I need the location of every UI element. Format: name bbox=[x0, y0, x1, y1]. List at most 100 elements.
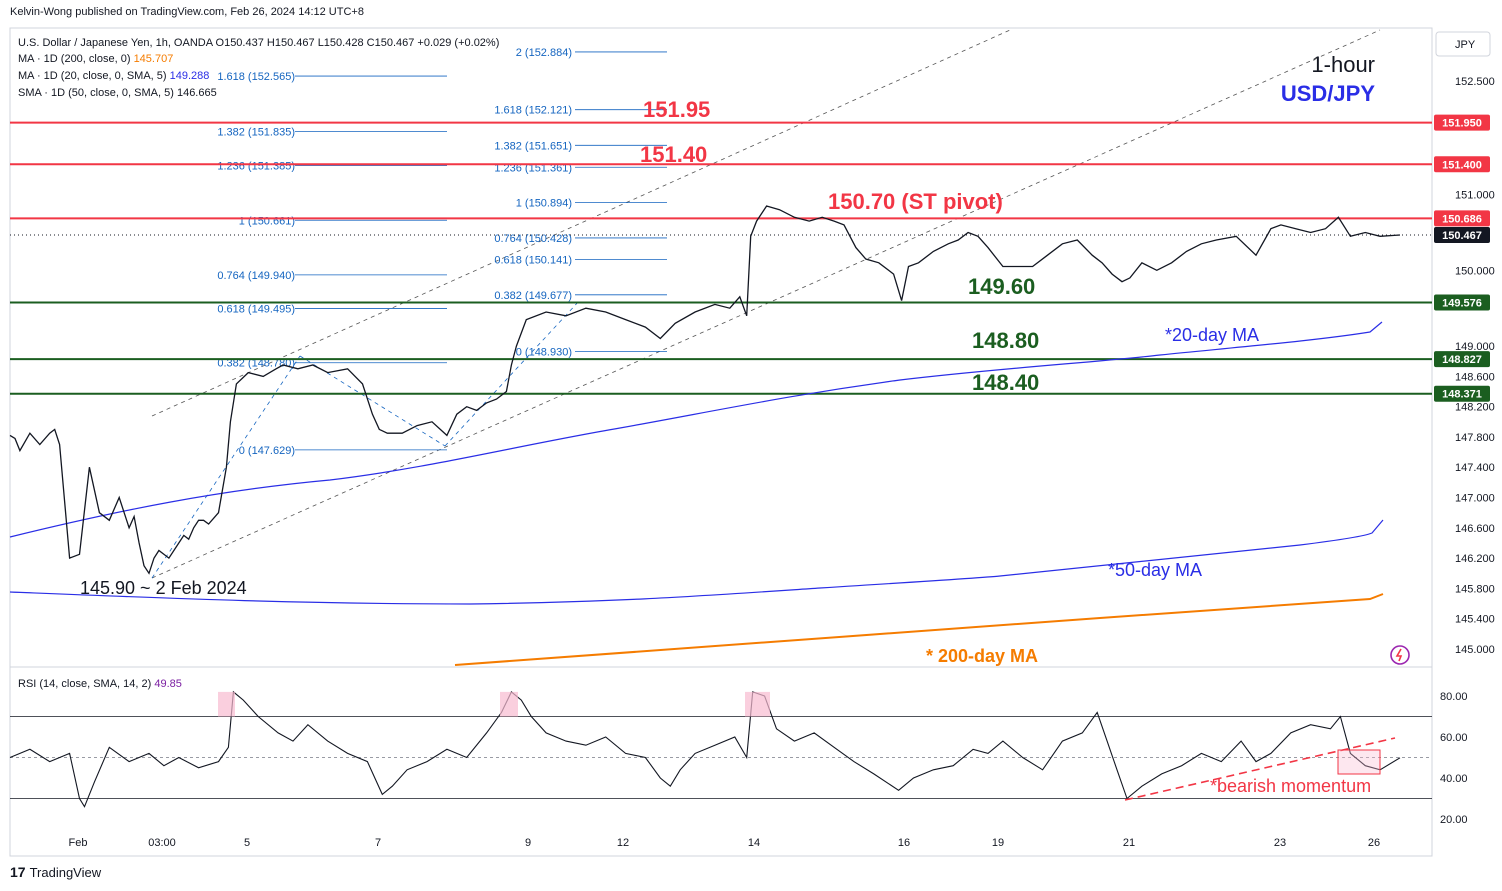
rsi-y-tick-label: 20.00 bbox=[1440, 814, 1468, 826]
fib-level-label: 0.764 (149.940) bbox=[217, 270, 295, 282]
y-tick-label: 149.000 bbox=[1455, 341, 1495, 353]
footer-brand-text: TradingView bbox=[29, 864, 102, 880]
ma50-line bbox=[9, 519, 1384, 605]
y-tick-label: 147.800 bbox=[1455, 432, 1495, 444]
fib-level-label: 1.236 (151.385) bbox=[217, 160, 295, 172]
level-label: 149.60 bbox=[968, 274, 1035, 299]
currency-label: JPY bbox=[1455, 39, 1476, 51]
fib-level-label: 1.618 (152.121) bbox=[494, 105, 572, 117]
y-tick-label: 148.600 bbox=[1455, 371, 1495, 383]
ma50-annotation: *50-day MA bbox=[1108, 560, 1202, 580]
y-tick-label: 147.000 bbox=[1455, 493, 1495, 505]
fib-level-label: 0 (147.629) bbox=[239, 445, 295, 457]
lightning-icon bbox=[1395, 648, 1403, 662]
price-tag-label: 151.400 bbox=[1442, 159, 1482, 171]
x-tick-label: 26 bbox=[1368, 837, 1380, 849]
ma200-annotation: * 200-day MA bbox=[926, 646, 1038, 666]
fib-level-label: 0.618 (149.495) bbox=[217, 304, 295, 316]
level-label: 151.40 bbox=[640, 142, 707, 167]
fib-level-label: 1 (150.894) bbox=[516, 198, 572, 210]
x-tick-label: Feb bbox=[69, 837, 88, 849]
x-tick-label: 23 bbox=[1274, 837, 1286, 849]
y-tick-label: 152.500 bbox=[1455, 76, 1495, 88]
channel-lower-line bbox=[151, 29, 1381, 579]
fib-swing-line bbox=[444, 299, 581, 447]
y-tick-label: 145.000 bbox=[1455, 644, 1495, 656]
fib-level-label: 0.764 (150.428) bbox=[494, 233, 572, 245]
x-tick-label: 03:00 bbox=[148, 837, 176, 849]
x-tick-label: 9 bbox=[525, 837, 531, 849]
rsi-y-tick-label: 60.00 bbox=[1440, 732, 1468, 744]
price-tag-label: 150.467 bbox=[1442, 230, 1482, 242]
y-tick-label: 146.600 bbox=[1455, 523, 1495, 535]
chart-frame bbox=[9, 27, 1433, 857]
price-tag-label: 148.827 bbox=[1442, 354, 1482, 366]
rsi-line bbox=[9, 690, 1401, 808]
y-tick-label: 150.000 bbox=[1455, 265, 1495, 277]
level-label: 148.40 bbox=[972, 370, 1039, 395]
rsi-title: RSI (14, close, SMA, 14, 2) 49.85 bbox=[18, 678, 182, 690]
price-tag bbox=[1434, 210, 1490, 227]
low-annotation: 145.90 ~ 2 Feb 2024 bbox=[80, 578, 247, 598]
price-tag-label: 151.950 bbox=[1442, 118, 1482, 130]
y-tick-label: 145.800 bbox=[1455, 583, 1495, 595]
price-tag-label: 149.576 bbox=[1442, 297, 1482, 309]
publisher-line: Kelvin-Wong published on TradingView.com… bbox=[10, 6, 364, 18]
legend-sma50: SMA · 1D (50, close, 0, SMA, 5) 146.665 bbox=[18, 87, 217, 99]
x-tick-label: 5 bbox=[244, 837, 250, 849]
fib-level-label: 1.382 (151.835) bbox=[217, 126, 295, 138]
level-label: 151.95 bbox=[643, 97, 710, 122]
price-tag bbox=[1434, 156, 1490, 173]
legend-ma20: MA · 1D (20, close, 0, SMA, 5) 149.288 bbox=[18, 70, 209, 82]
rsi-trendline bbox=[1124, 737, 1396, 801]
price-tag bbox=[1434, 226, 1490, 243]
instrument-title: U.S. Dollar / Japanese Yen, 1h, OANDA O1… bbox=[18, 37, 499, 49]
tradingview-logo-icon: 17 bbox=[10, 864, 26, 880]
currency-button[interactable] bbox=[1435, 31, 1491, 57]
fib-level-label: 0.618 (150.141) bbox=[494, 255, 572, 267]
x-tick-label: 16 bbox=[898, 837, 910, 849]
ma200-line bbox=[454, 593, 1384, 666]
alert-icon[interactable] bbox=[1390, 645, 1410, 665]
level-label: 150.70 (ST pivot) bbox=[828, 189, 1003, 214]
price-tag-label: 148.371 bbox=[1442, 389, 1482, 401]
y-tick-label: 145.400 bbox=[1455, 614, 1495, 626]
ma20-line bbox=[9, 321, 1383, 538]
y-tick-label: 148.200 bbox=[1455, 402, 1495, 414]
price-tag bbox=[1434, 294, 1490, 311]
fib-level-label: 2 (152.884) bbox=[516, 47, 572, 59]
fib-level-label: 0.382 (148.780) bbox=[217, 358, 295, 370]
pair-label: USD/JPY bbox=[1281, 81, 1375, 106]
channel-upper-line bbox=[151, 29, 1011, 417]
fib-level-label: 1.382 (151.651) bbox=[494, 140, 572, 152]
timeframe-label: 1-hour bbox=[1311, 52, 1375, 77]
rsi-y-tick-label: 40.00 bbox=[1440, 773, 1468, 785]
x-tick-label: 7 bbox=[375, 837, 381, 849]
x-tick-label: 21 bbox=[1123, 837, 1135, 849]
fib-level-label: 0.382 (149.677) bbox=[494, 290, 572, 302]
rsi-annotation: *bearish momentum bbox=[1210, 776, 1371, 796]
legend-ma200: MA · 1D (200, close, 0) 145.707 bbox=[18, 53, 173, 65]
y-tick-label: 147.400 bbox=[1455, 462, 1495, 474]
rsi-overbought-fill bbox=[745, 691, 770, 717]
price-tag bbox=[1434, 114, 1490, 131]
x-tick-label: 12 bbox=[617, 837, 629, 849]
level-label: 148.80 bbox=[972, 328, 1039, 353]
y-tick-label: 151.000 bbox=[1455, 190, 1495, 202]
fib-level-label: 0 (148.930) bbox=[516, 346, 572, 358]
fib-level-label: 1.618 (152.565) bbox=[217, 71, 295, 83]
price-tag bbox=[1434, 351, 1490, 368]
fib-level-label: 1 (150.661) bbox=[239, 215, 295, 227]
rsi-highlight-box bbox=[1337, 749, 1381, 775]
usdjpy-price-line bbox=[9, 205, 1401, 575]
rsi-overbought-fill bbox=[218, 691, 235, 717]
y-tick-label: 146.200 bbox=[1455, 553, 1495, 565]
footer-brand: 17 TradingView bbox=[10, 864, 101, 880]
price-tag bbox=[1434, 385, 1490, 402]
x-tick-label: 14 bbox=[748, 837, 760, 849]
ma20-annotation: *20-day MA bbox=[1165, 325, 1259, 345]
price-tag-label: 150.686 bbox=[1442, 213, 1482, 225]
rsi-overbought-fill bbox=[500, 691, 518, 717]
rsi-y-tick-label: 80.00 bbox=[1440, 691, 1468, 703]
